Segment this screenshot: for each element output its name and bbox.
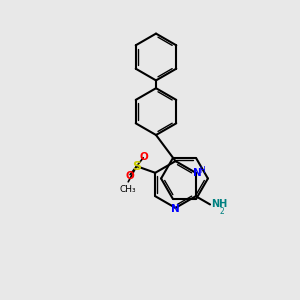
Text: CH₃: CH₃ (120, 185, 136, 194)
Text: S: S (132, 160, 141, 173)
Text: N: N (193, 168, 201, 178)
Text: NH: NH (212, 200, 228, 209)
Text: O: O (125, 171, 134, 181)
Text: H: H (200, 166, 205, 175)
Text: 2: 2 (220, 207, 224, 216)
Text: O: O (140, 152, 148, 162)
Text: N: N (171, 204, 180, 214)
